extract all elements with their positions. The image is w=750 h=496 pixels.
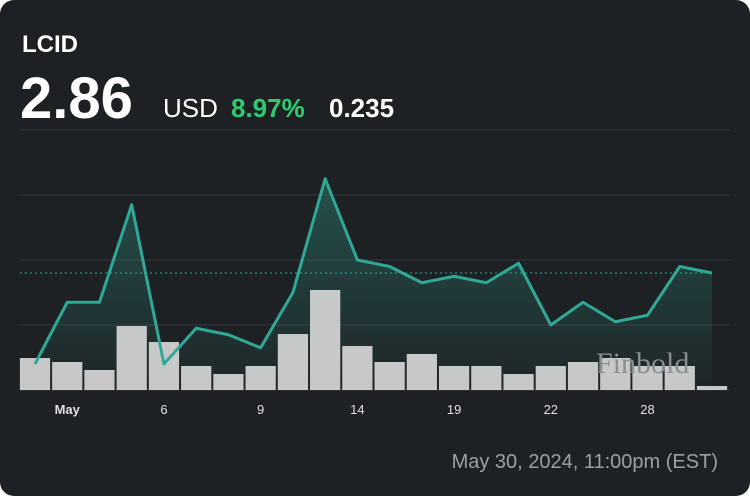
volume-bar (310, 290, 341, 390)
price-line (33, 177, 713, 366)
x-tick-label: 6 (160, 402, 167, 417)
volume-bar (374, 362, 405, 390)
volume-bar (342, 346, 373, 390)
volume-bar (535, 366, 566, 390)
volume-bar (181, 366, 212, 390)
x-tick-label: 14 (350, 402, 364, 417)
x-tick-label: 19 (447, 402, 461, 417)
volume-bar (277, 334, 309, 390)
price-area (35, 178, 712, 390)
x-tick-label: 28 (640, 402, 654, 417)
change: 0.235 (329, 93, 394, 123)
volume-bar (503, 374, 534, 390)
volume-bar (438, 366, 470, 390)
volume-bar (696, 386, 728, 390)
volume-bar (567, 362, 599, 390)
volume-bar (632, 366, 663, 390)
volume-bar (52, 362, 83, 390)
price: 2.86 (20, 66, 133, 131)
timestamp: May 30, 2024, 11:00pm (EST) (452, 451, 718, 473)
watermark: Finbold (596, 347, 689, 380)
volume-bar (406, 354, 437, 390)
volume-bar (213, 374, 244, 390)
volume-bar (245, 366, 276, 390)
volume-bar (600, 358, 631, 390)
currency: USD (163, 93, 218, 123)
change-percent: 8.97% (231, 93, 305, 123)
volume-bar (84, 370, 115, 390)
x-tick-label: 22 (544, 402, 558, 417)
volume-bar (148, 342, 180, 390)
x-tick-label: 9 (257, 402, 264, 417)
x-tick-label: May (55, 402, 81, 417)
volume-bar (664, 366, 695, 390)
symbol: LCID (22, 31, 78, 58)
volume-bar (471, 366, 502, 390)
volume-bar (116, 326, 147, 390)
